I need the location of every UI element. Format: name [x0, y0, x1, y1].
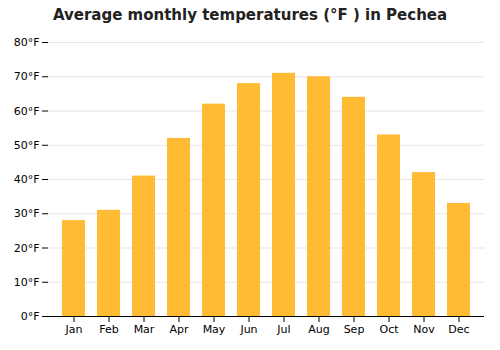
svg-text:Nov: Nov: [413, 323, 435, 336]
svg-text:70°F: 70°F: [14, 70, 40, 83]
svg-text:Aug: Aug: [308, 323, 329, 336]
html-text:Average monthly temperatures (: Average monthly temperatures (°F ) in Pe…: [52, 6, 448, 24]
svg-text:20°F: 20°F: [14, 242, 40, 255]
svg-text:May: May: [203, 323, 226, 336]
svg-text:80°F: 80°F: [14, 36, 40, 49]
svg-text:Jan: Jan: [65, 323, 83, 336]
svg-text:10°F: 10°F: [14, 276, 40, 289]
svg-text:Apr: Apr: [169, 323, 189, 336]
svg-text:Sep: Sep: [344, 323, 365, 336]
svg-text:Jun: Jun: [239, 323, 257, 336]
svg-text:0°F: 0°F: [21, 310, 40, 323]
svg-text:Feb: Feb: [99, 323, 118, 336]
svg-text:30°F: 30°F: [14, 207, 40, 220]
svg-text:Oct: Oct: [379, 323, 399, 336]
svg-text:50°F: 50°F: [14, 139, 40, 152]
svg-text:Mar: Mar: [134, 323, 155, 336]
svg-text:Dec: Dec: [448, 323, 469, 336]
svg-text:40°F: 40°F: [14, 173, 40, 186]
svg-text:60°F: 60°F: [14, 105, 40, 118]
svg-text:Jul: Jul: [276, 323, 290, 336]
